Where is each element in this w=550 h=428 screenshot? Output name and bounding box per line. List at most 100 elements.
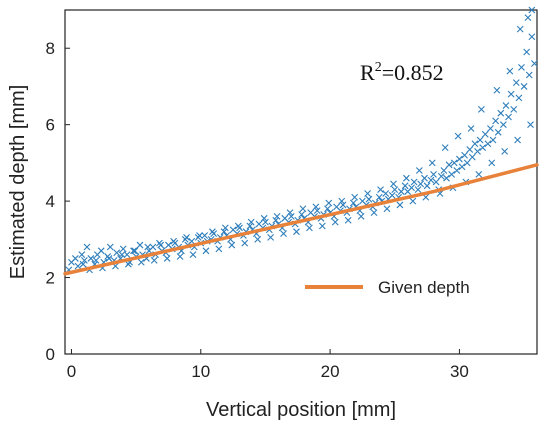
scatter-point-203 (254, 235, 262, 243)
scatter-point-170 (325, 199, 333, 207)
scatter-point-120 (448, 170, 456, 178)
scatter-point-72 (298, 211, 306, 218)
y-tick-label-2: 2 (46, 269, 55, 288)
scatter-point-159 (467, 125, 475, 132)
scatter-point-20 (130, 247, 137, 255)
scatter-point-122 (453, 167, 461, 174)
scatter-point-153 (524, 14, 532, 22)
scatter-point-223 (514, 136, 521, 144)
scatter-point-7 (87, 255, 95, 262)
scatter-point-126 (463, 159, 471, 167)
scatter-point-146 (515, 94, 523, 102)
scatter-point-193 (124, 260, 132, 268)
x-axis-label: Vertical position [mm] (206, 399, 396, 421)
x-tick-label-0: 0 (67, 362, 76, 381)
scatter-point-186 (118, 251, 126, 259)
scatter-point-180 (196, 232, 203, 239)
scatter-point-165 (390, 180, 397, 188)
scatter-point-196 (163, 255, 171, 262)
scatter-point-112 (427, 176, 435, 184)
scatter-point-145 (512, 79, 520, 87)
scatter-point-198 (189, 251, 197, 259)
scatter-point-22 (136, 241, 144, 249)
scatter-point-125 (461, 151, 468, 159)
scatter-point-222 (501, 148, 509, 155)
scatter-point-194 (137, 258, 145, 266)
y-tick-label-8: 8 (46, 39, 55, 58)
scatter-point-187 (105, 255, 113, 262)
scatter-point-220 (475, 170, 483, 178)
r-squared-annotation: R2=0.852 (360, 60, 444, 85)
scatter-point-3 (74, 262, 82, 270)
scatter-point-104 (401, 182, 409, 190)
scatter-point-98 (382, 190, 390, 197)
r-squared-base: R (360, 60, 375, 85)
scatter-point-111 (423, 182, 431, 190)
scatter-point-168 (351, 193, 359, 201)
scatter-point-108 (414, 186, 422, 194)
scatter-point-139 (497, 109, 505, 117)
scatter-point-64 (272, 216, 280, 224)
x-tick-label-20: 20 (321, 362, 340, 381)
scatter-point-160 (454, 132, 462, 140)
scatter-point-96 (375, 193, 383, 201)
scatter-point-175 (260, 214, 268, 222)
scatter-point-107 (410, 178, 418, 186)
scatter-point-26 (149, 243, 157, 251)
y-tick-label-0: 0 (46, 345, 55, 364)
scatter-point-140 (499, 121, 507, 129)
y-axis-label: Estimated depth [mm] (7, 85, 29, 280)
scatter-point-114 (432, 178, 440, 186)
axis-ticks: 0 10 20 30 0 2 4 6 8 (46, 39, 469, 381)
scatter-point-202 (241, 239, 249, 247)
legend: Given depth (305, 278, 470, 297)
scatter-point-179 (209, 228, 216, 236)
scatter-point-100 (388, 191, 396, 199)
scatter-point-147 (518, 63, 525, 71)
scatter-point-137 (492, 117, 500, 125)
scatter-point-178 (221, 224, 229, 232)
legend-label-given-depth: Given depth (378, 278, 470, 297)
scatter-point-177 (234, 222, 242, 230)
scatter-point-171 (312, 203, 320, 211)
scatter-point-169 (338, 197, 346, 205)
scatter-point-5 (81, 256, 88, 264)
scatter-point-184 (144, 243, 152, 251)
scatter-point-156 (506, 67, 514, 75)
scatter-point-88 (349, 199, 357, 207)
scatter-point-56 (246, 222, 254, 230)
scatter-point-123 (456, 155, 463, 163)
scatter-point-136 (489, 136, 497, 144)
scatter-point-116 (437, 172, 445, 180)
scatter-point-106 (408, 184, 415, 192)
scatter-point-183 (157, 241, 165, 249)
scatter-point-119 (445, 161, 453, 169)
data-layer (63, 6, 539, 276)
scatter-point-148 (520, 83, 528, 90)
scatter-point-141 (502, 102, 510, 109)
scatter-point-167 (364, 190, 371, 197)
scatter-point-132 (479, 144, 487, 151)
scatter-point-109 (417, 180, 425, 188)
x-tick-label-10: 10 (191, 362, 210, 381)
scatter-point-205 (280, 230, 287, 237)
scatter-point-152 (531, 60, 538, 67)
scatter-point-135 (487, 125, 494, 132)
scatter-point-113 (430, 170, 437, 178)
scatter-point-10 (97, 247, 105, 255)
y-tick-label-6: 6 (46, 116, 55, 135)
scatter-point-185 (131, 247, 139, 255)
given-depth-line (63, 163, 539, 276)
scatter-point-149 (523, 48, 531, 56)
r-squared-superscript: 2 (375, 60, 382, 75)
scatter-point-176 (247, 218, 255, 226)
scatter-point-134 (484, 140, 492, 148)
scatter-point-182 (170, 237, 178, 245)
scatter-point-143 (507, 90, 515, 98)
scatter-point-173 (286, 209, 294, 216)
scatter-point-150 (525, 71, 533, 79)
scatter-point-211 (357, 213, 365, 220)
scatter-point-164 (403, 174, 410, 182)
x-tick-label-30: 30 (450, 362, 469, 381)
